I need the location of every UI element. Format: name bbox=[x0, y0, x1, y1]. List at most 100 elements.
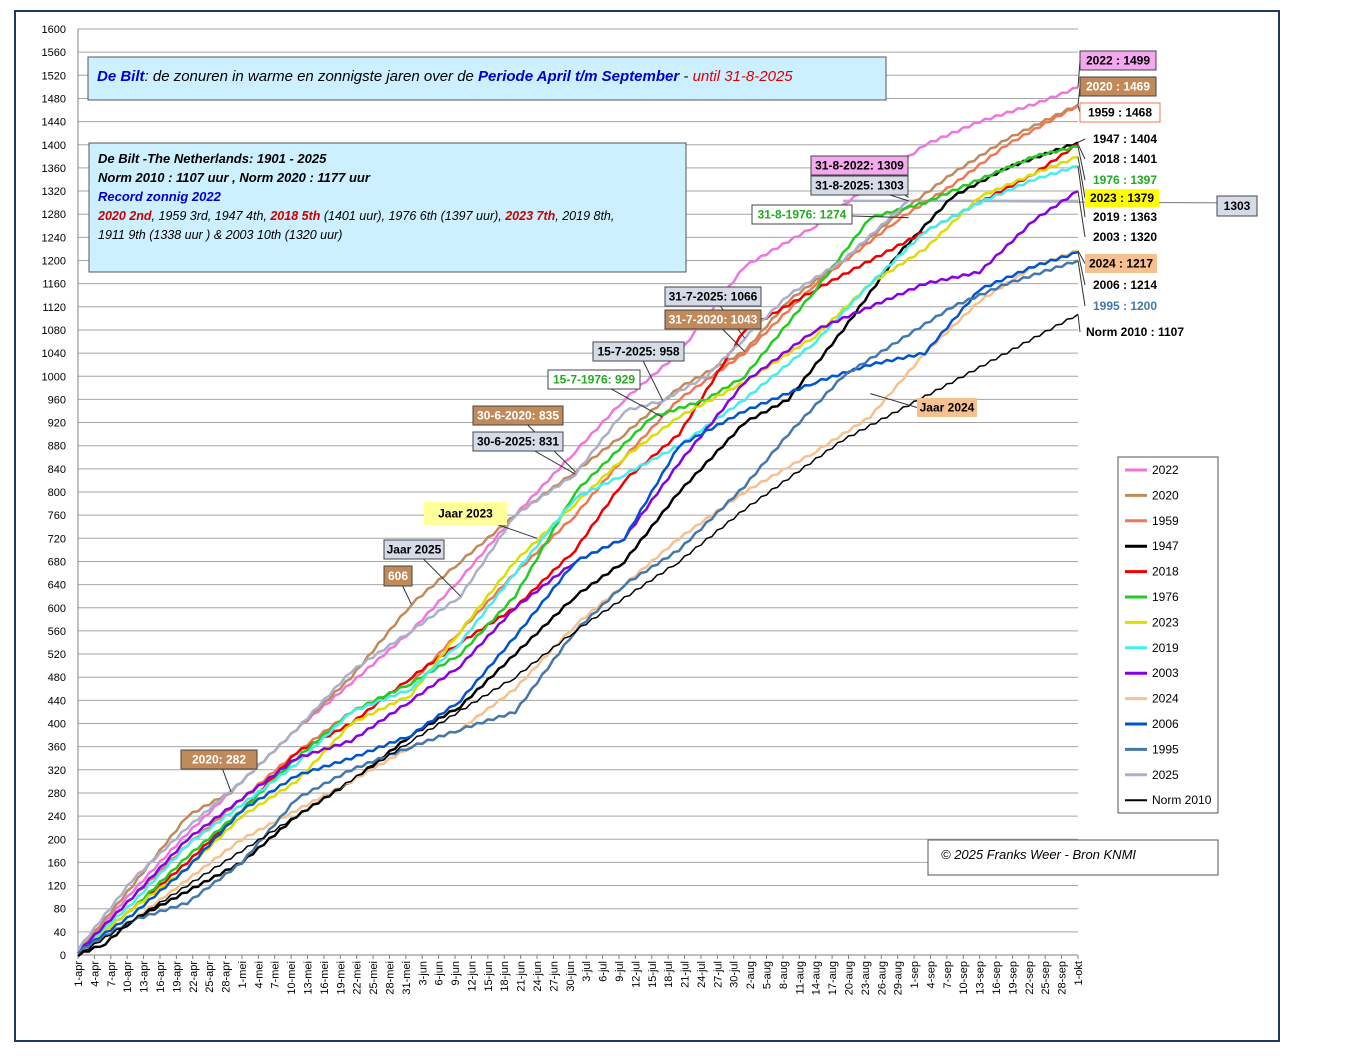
y-tick-label: 1520 bbox=[42, 70, 66, 82]
annotation-text: 1303 bbox=[1224, 199, 1251, 213]
x-tick-label: 31-mei bbox=[401, 961, 413, 995]
x-tick-label: 13-mei bbox=[303, 961, 315, 995]
annotation-leader bbox=[1077, 314, 1081, 333]
info-line: 2020 2nd, 1959 3rd, 1947 4th, 2018 5th (… bbox=[97, 209, 614, 223]
annotation-text: 1959 : 1468 bbox=[1088, 106, 1152, 120]
annotation-label: 2020 : 1469 bbox=[1077, 76, 1157, 105]
y-tick-label: 1120 bbox=[42, 302, 66, 314]
y-tick-label: 120 bbox=[48, 881, 66, 893]
x-tick-label: 4-mei bbox=[253, 961, 265, 989]
annotation-text: 2019 : 1363 bbox=[1093, 210, 1157, 224]
x-tick-label: 26-aug bbox=[876, 961, 888, 995]
legend-label: 1947 bbox=[1152, 539, 1179, 553]
y-tick-label: 640 bbox=[48, 580, 66, 592]
y-tick-label: 800 bbox=[48, 487, 66, 499]
y-tick-label: 680 bbox=[48, 556, 66, 568]
annotation-box bbox=[664, 309, 762, 330]
title-box bbox=[87, 56, 887, 101]
x-tick-label: 8-aug bbox=[778, 961, 790, 989]
annotation-text: 15-7-2025: 958 bbox=[597, 345, 679, 359]
x-tick-label: 27-jun bbox=[548, 961, 560, 992]
y-tick-label: 440 bbox=[48, 695, 66, 707]
x-tick-label: 19-mei bbox=[335, 961, 347, 995]
annotation-text: 2020 : 1469 bbox=[1086, 80, 1150, 94]
annotation-label: 30-6-2020: 835 bbox=[472, 405, 576, 473]
annotation-text: 2006 : 1214 bbox=[1093, 278, 1157, 292]
annotation-text: 2020: 282 bbox=[192, 753, 246, 767]
legend-label: 2024 bbox=[1152, 692, 1179, 706]
annotation-label: 1959 : 1468 bbox=[1077, 102, 1161, 123]
y-tick-label: 1240 bbox=[42, 232, 66, 244]
annotation-box bbox=[664, 286, 762, 307]
y-tick-label: 1360 bbox=[42, 163, 66, 175]
x-tick-label: 3-jun bbox=[417, 961, 429, 985]
y-tick-label: 1160 bbox=[42, 279, 66, 291]
annotation-label: Jaar 2023 bbox=[424, 502, 538, 539]
chart-title: De Bilt: de zonuren in warme en zonnigst… bbox=[97, 68, 793, 85]
legend-label: 2003 bbox=[1152, 666, 1179, 680]
annotation-leader bbox=[1077, 166, 1086, 218]
y-tick-label: 760 bbox=[48, 510, 66, 522]
annotation-box bbox=[592, 341, 685, 362]
annotation-label: 2019 : 1363 bbox=[1077, 166, 1157, 224]
annotation-box bbox=[1079, 50, 1157, 71]
x-tick-label: 28-sep bbox=[1057, 961, 1069, 995]
annotation-label: 2023 : 1379 bbox=[1077, 156, 1159, 207]
series-line-2023 bbox=[77, 155, 1079, 955]
copyright-box bbox=[927, 839, 1219, 876]
annotation-box bbox=[751, 204, 853, 225]
y-tick-label: 520 bbox=[48, 649, 66, 661]
legend-box bbox=[1117, 456, 1219, 814]
annotation-text: 30-6-2025: 831 bbox=[477, 435, 559, 449]
annotation-label: 2003 : 1320 bbox=[1077, 190, 1157, 244]
annotation-box bbox=[917, 398, 977, 417]
x-tick-label: 4-sep bbox=[925, 961, 937, 989]
annotation-text: Jaar 2023 bbox=[438, 507, 493, 521]
annotation-text: 2018 : 1401 bbox=[1093, 152, 1157, 166]
legend-label: 2018 bbox=[1152, 565, 1179, 579]
annotation-label: Jaar 2025 bbox=[383, 539, 461, 597]
info-line: De Bilt -The Netherlands: 1901 - 2025 bbox=[98, 151, 327, 166]
x-tick-label: 21-jun bbox=[516, 961, 528, 992]
annotation-label: 1947 : 1404 bbox=[1077, 132, 1157, 146]
x-tick-label: 10-mei bbox=[286, 961, 298, 995]
annotation-text: 1947 : 1404 bbox=[1093, 132, 1157, 146]
x-tick-label: 11-aug bbox=[794, 961, 806, 994]
annotation-text: 31-7-2020: 1043 bbox=[669, 313, 758, 327]
x-tick-label: 4-apr bbox=[89, 961, 101, 987]
x-tick-label: 9-jun bbox=[450, 961, 462, 985]
annotation-text: Norm 2010 : 1107 bbox=[1086, 325, 1184, 339]
y-tick-label: 960 bbox=[48, 394, 66, 406]
info-line: Record zonnig 2022 bbox=[98, 189, 222, 204]
annotation-label: 2024 : 1217 bbox=[1077, 250, 1157, 273]
x-tick-label: 25-sep bbox=[1040, 961, 1052, 995]
y-tick-label: 280 bbox=[48, 788, 66, 800]
legend-label: 2006 bbox=[1152, 717, 1179, 731]
x-tick-label: 17-aug bbox=[827, 961, 839, 995]
x-tick-label: 24-jul bbox=[696, 961, 708, 988]
annotation-box bbox=[472, 405, 564, 426]
legend-label: 2019 bbox=[1152, 641, 1179, 655]
annotation-text: 1976 : 1397 bbox=[1093, 173, 1157, 187]
x-tick-label: 13-apr bbox=[139, 961, 151, 993]
series-line-2024 bbox=[77, 249, 1079, 955]
x-tick-label: 12-jun bbox=[466, 961, 478, 992]
y-tick-label: 1040 bbox=[42, 348, 66, 360]
series-line-2019 bbox=[77, 164, 1079, 955]
annotation-text: 31-8-2022: 1309 bbox=[815, 159, 904, 173]
legend-label: 2023 bbox=[1152, 615, 1179, 629]
info-line: Norm 2010 : 1107 uur , Norm 2020 : 1177 … bbox=[98, 170, 371, 185]
annotation-text: 2024 : 1217 bbox=[1089, 257, 1153, 271]
y-tick-label: 720 bbox=[48, 533, 66, 545]
annotation-box bbox=[180, 749, 258, 770]
series-line-norm-2010 bbox=[77, 313, 1079, 957]
y-tick-label: 1200 bbox=[42, 256, 66, 268]
legend-label: 1959 bbox=[1152, 514, 1179, 528]
copyright-text: © 2025 Franks Weer - Bron KNMI bbox=[941, 847, 1136, 862]
annotation-box bbox=[383, 539, 445, 560]
x-tick-label: 15-jul bbox=[647, 961, 659, 988]
x-tick-label: 25-apr bbox=[204, 961, 216, 993]
annotation-label: 15-7-2025: 958 bbox=[592, 341, 685, 401]
y-tick-label: 1280 bbox=[42, 209, 66, 221]
